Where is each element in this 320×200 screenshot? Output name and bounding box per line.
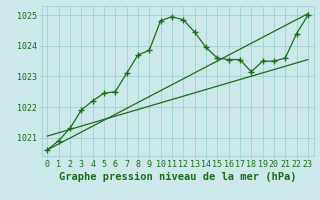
- X-axis label: Graphe pression niveau de la mer (hPa): Graphe pression niveau de la mer (hPa): [59, 172, 296, 182]
